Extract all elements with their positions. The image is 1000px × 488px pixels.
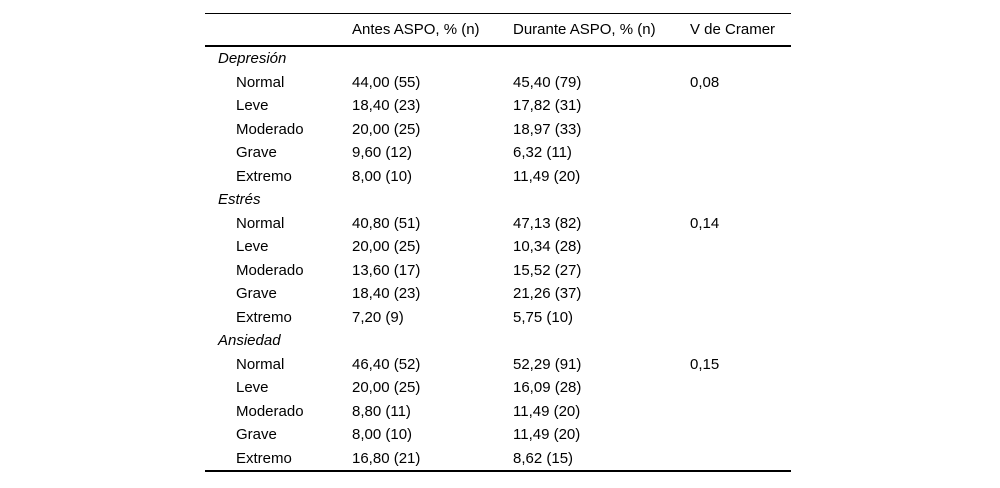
table-header-row: Antes ASPO, % (n) Durante ASPO, % (n) V … <box>205 14 791 45</box>
table-row: Extremo 16,80 (21) 8,62 (15) <box>205 447 791 471</box>
row-label: Moderado <box>236 402 304 420</box>
table-row: Normal 44,00 (55) 45,40 (79) 0,08 <box>205 71 791 95</box>
table-row: Grave 9,60 (12) 6,32 (11) <box>205 141 791 165</box>
durante-value: 11,49 (20) <box>513 426 581 444</box>
severity-stats-table: Antes ASPO, % (n) Durante ASPO, % (n) V … <box>205 13 791 472</box>
row-label: Grave <box>236 144 277 162</box>
durante-value: 17,82 (31) <box>513 97 582 115</box>
table-body: Depresión Normal 44,00 (55) 45,40 (79) 0,08 L… <box>205 47 791 470</box>
row-label: Leve <box>236 97 269 115</box>
column-header-durante-aspo: Durante ASPO, % (n) <box>513 21 656 38</box>
table-row: Grave 18,40 (23) 21,26 (37) <box>205 282 791 306</box>
group-label: Ansiedad <box>218 332 281 350</box>
cramer-value: 0,15 <box>690 355 720 373</box>
table-bottom-rule <box>205 470 791 472</box>
column-header-antes-aspo: Antes ASPO, % (n) <box>352 21 480 38</box>
table-row: Leve 20,00 (25) 16,09 (28) <box>205 376 791 400</box>
table-row: Grave 8,00 (10) 11,49 (20) <box>205 423 791 447</box>
durante-value: 16,09 (28) <box>513 379 582 397</box>
antes-value: 13,60 (17) <box>352 261 421 279</box>
durante-value: 18,97 (33) <box>513 120 582 138</box>
durante-value: 6,32 (11) <box>513 144 572 162</box>
durante-value: 45,40 (79) <box>513 73 582 91</box>
table-row: Leve 18,40 (23) 17,82 (31) <box>205 94 791 118</box>
antes-value: 9,60 (12) <box>352 144 413 162</box>
row-label: Normal <box>236 73 285 91</box>
durante-value: 11,49 (20) <box>513 167 581 185</box>
row-label: Extremo <box>236 167 292 185</box>
table-row: Extremo 8,00 (10) 11,49 (20) <box>205 165 791 189</box>
table-row: Moderado 13,60 (17) 15,52 (27) <box>205 259 791 283</box>
table-row: Normal 40,80 (51) 47,13 (82) 0,14 <box>205 212 791 236</box>
table-row: Moderado 20,00 (25) 18,97 (33) <box>205 118 791 142</box>
antes-value: 8,00 (10) <box>352 426 413 444</box>
row-label: Grave <box>236 426 277 444</box>
row-label: Moderado <box>236 120 304 138</box>
group-header-row: Ansiedad <box>205 329 791 353</box>
row-label: Leve <box>236 379 269 397</box>
durante-value: 10,34 (28) <box>513 238 582 256</box>
antes-value: 18,40 (23) <box>352 285 421 303</box>
durante-value: 11,49 (20) <box>513 402 581 420</box>
row-label: Leve <box>236 238 269 256</box>
durante-value: 8,62 (15) <box>513 449 574 467</box>
antes-value: 7,20 (9) <box>352 308 404 326</box>
table-row: Leve 20,00 (25) 10,34 (28) <box>205 235 791 259</box>
antes-value: 46,40 (52) <box>352 355 421 373</box>
row-label: Extremo <box>236 308 292 326</box>
row-label: Grave <box>236 285 277 303</box>
group-label: Depresión <box>218 50 287 68</box>
row-label: Moderado <box>236 261 304 279</box>
antes-value: 20,00 (25) <box>352 379 421 397</box>
table-row: Moderado 8,80 (11) 11,49 (20) <box>205 400 791 424</box>
row-label: Extremo <box>236 449 292 467</box>
group-header-row: Depresión <box>205 47 791 71</box>
group-label: Estrés <box>218 191 261 209</box>
table-row: Extremo 7,20 (9) 5,75 (10) <box>205 306 791 330</box>
durante-value: 15,52 (27) <box>513 261 582 279</box>
antes-value: 20,00 (25) <box>352 120 421 138</box>
table-row: Normal 46,40 (52) 52,29 (91) 0,15 <box>205 353 791 377</box>
durante-value: 5,75 (10) <box>513 308 574 326</box>
table-top-rule <box>205 13 791 14</box>
durante-value: 52,29 (91) <box>513 355 582 373</box>
antes-value: 40,80 (51) <box>352 214 421 232</box>
column-header-v-de-cramer: V de Cramer <box>690 21 776 38</box>
antes-value: 8,80 (11) <box>352 402 411 420</box>
cramer-value: 0,14 <box>690 214 720 232</box>
antes-value: 16,80 (21) <box>352 449 421 467</box>
antes-value: 20,00 (25) <box>352 238 421 256</box>
antes-value: 8,00 (10) <box>352 167 413 185</box>
antes-value: 18,40 (23) <box>352 97 421 115</box>
cramer-value: 0,08 <box>690 73 720 91</box>
antes-value: 44,00 (55) <box>352 73 421 91</box>
durante-value: 47,13 (82) <box>513 214 582 232</box>
durante-value: 21,26 (37) <box>513 285 582 303</box>
row-label: Normal <box>236 214 285 232</box>
row-label: Normal <box>236 355 285 373</box>
group-header-row: Estrés <box>205 188 791 212</box>
table-header-bottom-rule <box>205 45 791 47</box>
